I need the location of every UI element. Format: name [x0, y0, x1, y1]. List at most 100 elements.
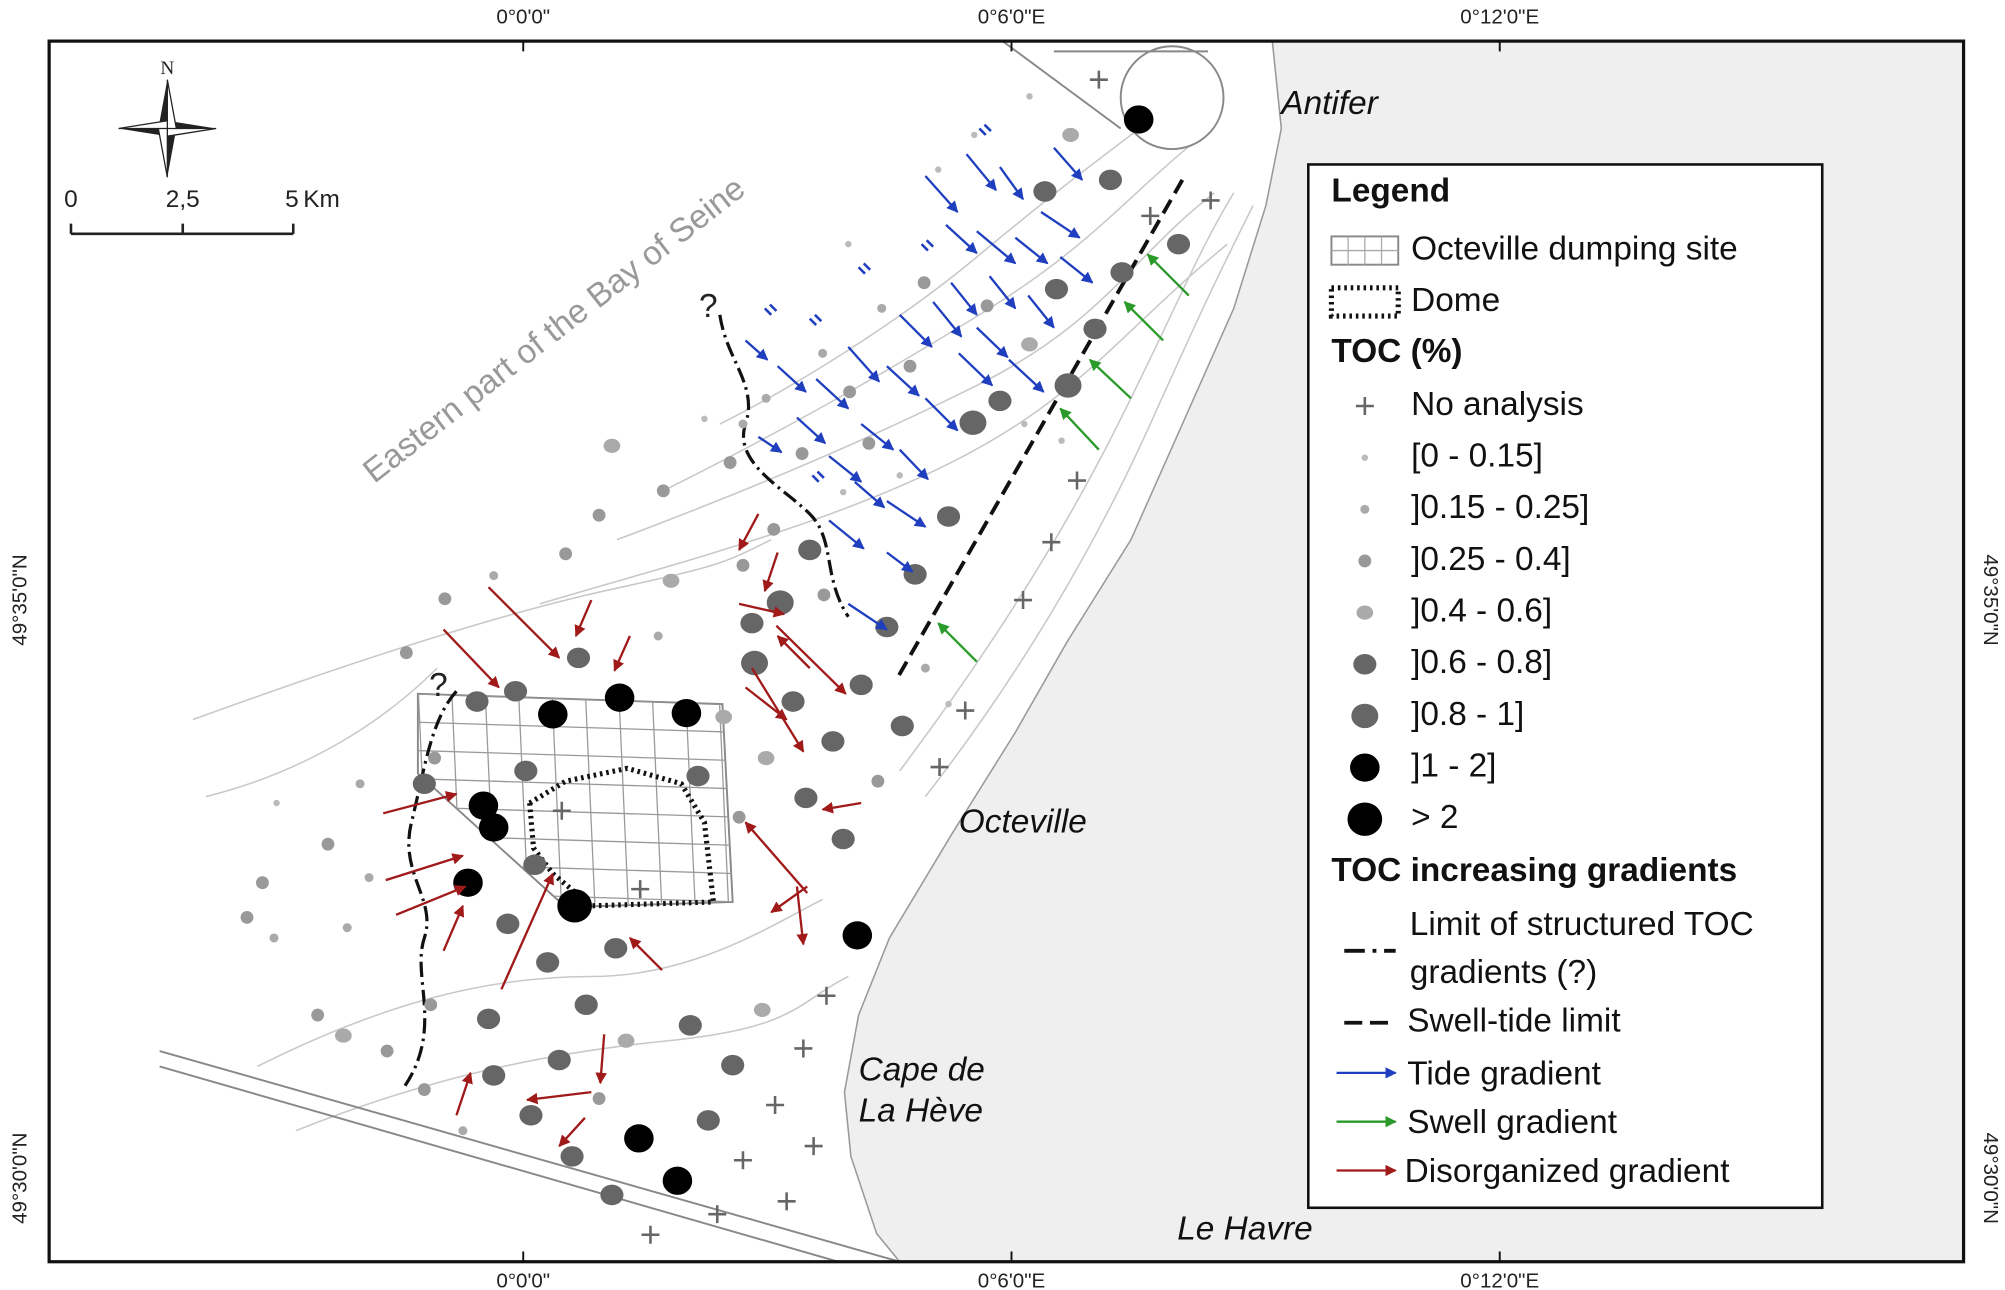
sample-point — [753, 1002, 771, 1017]
sample-point — [255, 876, 269, 890]
sample-point — [877, 303, 887, 313]
sample-point — [523, 854, 547, 875]
gradient-arrow — [455, 1071, 473, 1116]
legend-text: Limit of structured TOC — [1410, 906, 1754, 943]
place-label: Antifer — [1279, 85, 1379, 122]
contour-line — [899, 192, 1235, 772]
gradient-arrow — [770, 885, 808, 914]
tide-mark — [811, 470, 825, 483]
gradient-arrow — [385, 853, 464, 882]
gradient-arrow — [828, 519, 865, 550]
question-mark: ? — [699, 288, 718, 325]
sample-point — [662, 1166, 693, 1195]
gradient-arrow — [886, 365, 920, 397]
sample-point — [603, 438, 621, 453]
gradient-arrow — [382, 791, 458, 815]
grid-line — [417, 834, 733, 847]
legend-text: ]0.15 - 0.25] — [1411, 489, 1589, 526]
sample-point — [1358, 554, 1372, 568]
latitude-label: 49°30'0"N — [8, 1133, 31, 1224]
legend-dome-symbol — [1328, 285, 1401, 319]
place-label: Octeville — [959, 803, 1087, 840]
sample-point — [767, 522, 781, 536]
legend-text: Tide gradient — [1407, 1055, 1601, 1092]
grid-line — [651, 693, 663, 908]
gradient-arrow — [1014, 236, 1049, 265]
swell-tide-limit — [895, 178, 1185, 680]
legend-text: Octeville dumping site — [1411, 230, 1738, 267]
longitude-label: 0°0'0" — [496, 1270, 550, 1290]
legend-text: gradients (?) — [1410, 954, 1597, 991]
gradient-arrow — [860, 423, 895, 451]
contour-line — [192, 538, 772, 721]
legend-text: Disorganized gradient — [1405, 1153, 1731, 1190]
place-label: La Hève — [859, 1093, 983, 1130]
overlay: 0°0'0" 0°0'0" 0°6'0"E 0°6'0"E 0°12'0"E 0°12'0… — [8, 5, 2002, 1290]
latitude-label: 49°30'0"N — [1979, 1133, 2002, 1224]
gradient-arrow — [744, 821, 809, 894]
scale-bar — [69, 223, 295, 236]
north-label: N — [160, 58, 174, 79]
contour-line — [616, 192, 1215, 541]
sample-point — [538, 700, 568, 729]
longitude-label: 0°12'0"E — [1460, 1270, 1539, 1290]
contour-line — [719, 115, 1158, 425]
sample-point — [342, 923, 352, 933]
sample-point — [849, 674, 873, 696]
gradient-arrow — [1053, 146, 1084, 181]
legend-text: Swell gradient — [1407, 1104, 1617, 1141]
gradient-arrow — [998, 166, 1024, 201]
sample-point — [240, 910, 254, 924]
scale-label: 5 — [285, 186, 299, 213]
no-analysis — [1042, 533, 1061, 552]
place-label: Le Havre — [1177, 1211, 1313, 1248]
structured-limit — [403, 690, 458, 1087]
sample-point — [600, 1184, 624, 1206]
gradient-arrow — [738, 513, 760, 551]
gradient-arrow — [525, 1090, 592, 1105]
no-analysis — [1014, 591, 1033, 610]
sample-point — [732, 810, 746, 824]
no-analysis — [552, 801, 571, 820]
sample-point — [817, 588, 831, 602]
sample-point — [465, 691, 489, 712]
sample-point — [321, 837, 335, 851]
gradient-arrow — [442, 628, 500, 689]
sample-point — [1098, 169, 1122, 191]
sample-point — [871, 774, 885, 788]
gradient-arrow — [898, 313, 933, 348]
sample-point — [566, 647, 591, 669]
sample-point — [740, 612, 764, 634]
grid-line — [417, 693, 429, 908]
sample-point — [935, 166, 942, 173]
sample-point — [842, 921, 873, 950]
sample-point — [741, 650, 769, 676]
sample-point — [781, 691, 805, 712]
no-analysis — [641, 1225, 660, 1244]
no-analysis — [930, 758, 949, 777]
sample-point — [959, 410, 987, 435]
legend-text: ]1 - 2] — [1411, 747, 1496, 784]
legend-text: ]0.4 - 0.6] — [1411, 592, 1552, 629]
gradient-arrow — [853, 480, 886, 509]
gradient-arrow — [976, 230, 1017, 265]
no-analysis — [1355, 397, 1374, 416]
sample-point — [380, 1044, 394, 1058]
gradient-arrow — [924, 175, 959, 213]
gradient-arrow — [757, 435, 783, 454]
sample-point — [1033, 181, 1057, 202]
sample-point — [617, 1033, 635, 1048]
no-analysis — [777, 1192, 796, 1211]
no-analysis — [1141, 206, 1160, 225]
sample-point — [559, 547, 573, 561]
sample-point — [1360, 504, 1370, 514]
sample-point — [355, 779, 365, 789]
sample-point — [656, 484, 670, 498]
gradient-arrow — [847, 346, 881, 383]
sample-point — [592, 508, 606, 522]
sample-point — [592, 1092, 606, 1105]
sample-point — [715, 709, 733, 725]
sample-point — [503, 680, 528, 702]
sample-point — [701, 415, 708, 423]
sample-point — [1110, 262, 1134, 283]
